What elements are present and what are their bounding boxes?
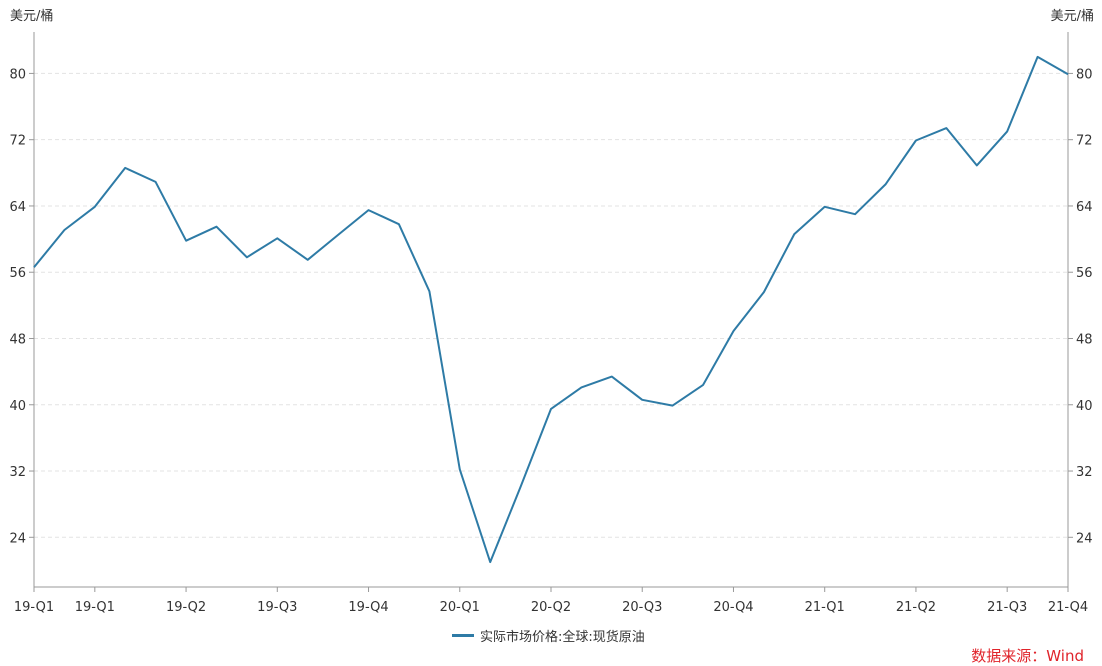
x-tick-label: 19-Q1	[14, 600, 54, 615]
y-axis-left-ticks: 24 32 40 48 56 64 72 80	[9, 67, 34, 546]
x-tick-label: 20-Q1	[440, 600, 480, 615]
x-tick-label: 21-Q3	[987, 600, 1027, 615]
y-tick-label-right: 24	[1076, 531, 1093, 546]
series-line	[33, 55, 1069, 564]
y-axis-right-ticks: 24 32 40 48 56 64 72 80	[1068, 67, 1093, 546]
x-axis-ticks: 19-Q1 19-Q1 19-Q2 19-Q3 19-Q4 20-Q1 20-Q2 20-Q3…	[14, 587, 1088, 615]
y-tick-label-left: 40	[9, 399, 26, 414]
x-tick-label: 19-Q3	[257, 600, 297, 615]
legend-swatch-icon	[452, 633, 474, 637]
gridlines	[34, 72, 1068, 538]
legend-label: 实际市场价格:全球:现货原油	[480, 629, 645, 645]
y-tick-label-right: 56	[1076, 266, 1093, 281]
x-tick-label: 20-Q4	[713, 600, 753, 615]
y-tick-label-left: 64	[9, 200, 26, 215]
series-group	[33, 55, 1069, 564]
y-tick-label-right: 40	[1076, 399, 1093, 414]
x-tick-label: 21-Q2	[896, 600, 936, 615]
axes	[33, 32, 1069, 588]
y-tick-label-right: 64	[1076, 200, 1093, 215]
legend: 实际市场价格:全球:现货原油	[452, 626, 645, 645]
y-tick-label-left: 32	[9, 465, 26, 480]
x-tick-label: 19-Q4	[348, 600, 388, 615]
y-tick-label-left: 24	[9, 531, 26, 546]
y-tick-label-right: 32	[1076, 465, 1093, 480]
y-tick-label-left: 72	[9, 134, 26, 149]
y-axis-right-unit: 美元/桶	[1051, 9, 1094, 24]
y-axis-left-unit: 美元/桶	[10, 9, 53, 24]
x-tick-label: 20-Q2	[531, 600, 571, 615]
x-tick-label: 20-Q3	[622, 600, 662, 615]
x-tick-label: 19-Q2	[166, 600, 206, 615]
y-tick-label-right: 72	[1076, 134, 1093, 149]
x-tick-label: 19-Q1	[75, 600, 115, 615]
y-tick-label-left: 80	[9, 67, 26, 82]
y-tick-label-left: 48	[9, 332, 26, 347]
y-tick-label-right: 80	[1076, 67, 1093, 82]
y-tick-label-left: 56	[9, 266, 26, 281]
x-tick-label: 21-Q1	[805, 600, 845, 615]
y-tick-label-right: 48	[1076, 332, 1093, 347]
source-note: 数据来源：Wind	[971, 647, 1084, 665]
x-tick-label: 21-Q4	[1048, 600, 1088, 615]
